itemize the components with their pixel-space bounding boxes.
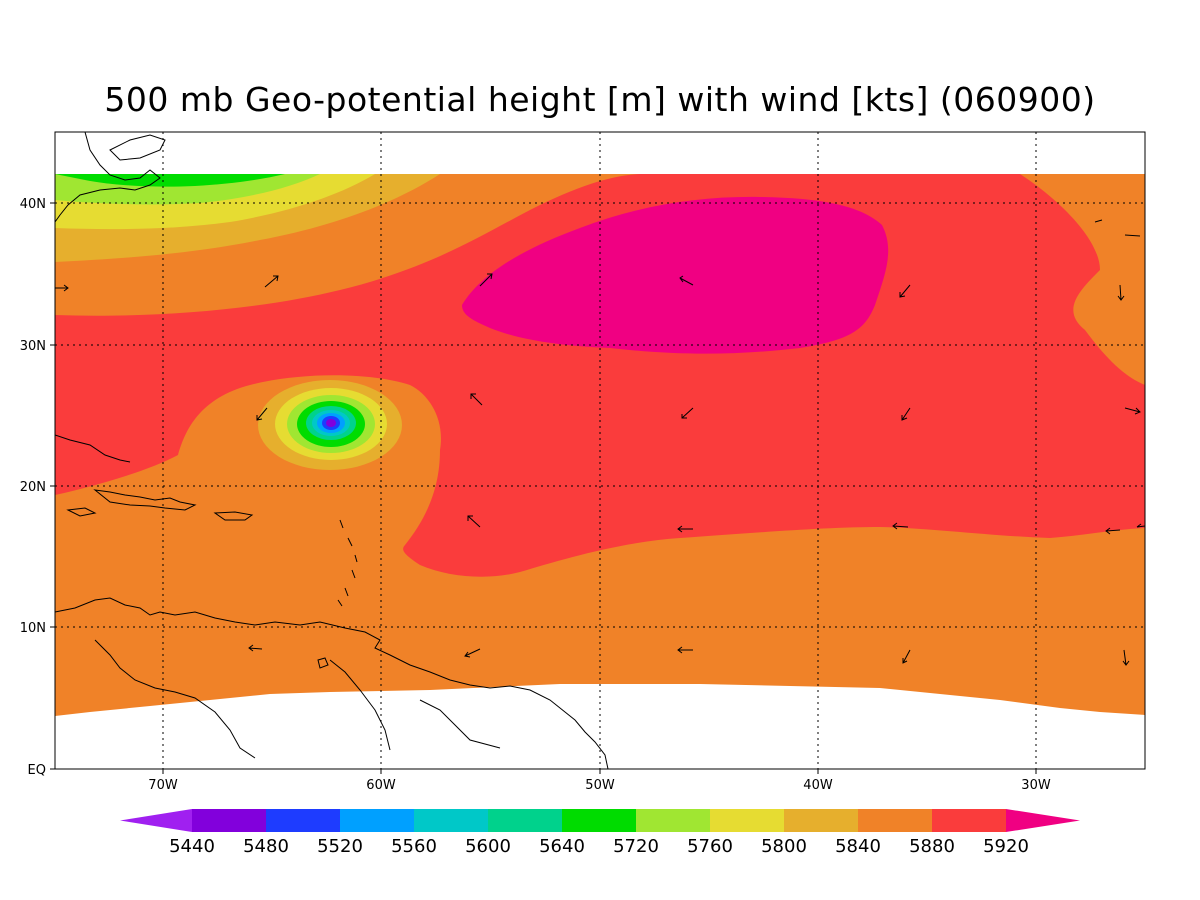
fill-5960-region: [462, 196, 889, 354]
lat-label-20n: 20N: [20, 480, 46, 495]
lon-label-70w: 70W: [148, 778, 178, 793]
wind-arrow: [264, 275, 279, 288]
colorbar-label: 5480: [243, 836, 289, 857]
colorbar-swatch: [710, 809, 784, 832]
lon-label-30w: 30W: [1021, 778, 1051, 793]
colorbar-swatch: [858, 809, 932, 832]
colorbar-swatch: [266, 809, 340, 832]
colorbar-label: 5800: [761, 836, 807, 857]
colorbar-swatch: [340, 809, 414, 832]
wind-arrow: [899, 284, 911, 298]
wind-arrow: [1122, 649, 1130, 666]
wind-arrow: [467, 515, 481, 528]
wind-arrow: [681, 407, 694, 419]
colorbar-swatch: [784, 809, 858, 832]
colorbar-label: 5520: [317, 836, 363, 857]
lat-label-40n: 40N: [20, 197, 46, 212]
wind-arrow: [892, 522, 909, 530]
wind-arrow: [470, 393, 483, 406]
coast-cuba: [55, 434, 131, 463]
map-title: 500 mb Geo-potential height [m] with win…: [104, 80, 1096, 119]
colorbar-label: 5840: [835, 836, 881, 857]
colorbar-label: 5440: [169, 836, 215, 857]
lat-label-10n: 10N: [20, 621, 46, 636]
colorbar-swatch: [562, 809, 636, 832]
wind-arrow: [55, 284, 69, 292]
colorbar-swatch: [932, 809, 1006, 832]
coast-cape-verde: [1094, 219, 1141, 237]
wind-arrow: [677, 646, 693, 654]
fill-low-5480: [326, 419, 336, 427]
wind-arrow: [479, 273, 493, 287]
wind-arrow: [248, 644, 263, 652]
coast-hispaniola: [93, 489, 197, 511]
coast-jamaica: [66, 507, 97, 517]
wind-arrow: [902, 649, 911, 664]
lon-label-60w: 60W: [366, 778, 396, 793]
colorbar-label: 5720: [613, 836, 659, 857]
colorbar-label: 5640: [539, 836, 585, 857]
wind-arrow: [1105, 527, 1121, 535]
lon-label-40w: 40W: [803, 778, 833, 793]
coast-south-america: [55, 597, 609, 769]
colorbar-label: 5600: [465, 836, 511, 857]
wind-arrow: [256, 407, 268, 421]
lat-label-eq: EQ: [28, 763, 46, 778]
coast-inland-border: [94, 639, 501, 759]
wind-arrow: [677, 525, 693, 533]
colorbar-swatch: [192, 809, 266, 832]
colorbar-right-arrow: [1006, 809, 1080, 832]
colorbar-label: 5920: [983, 836, 1029, 857]
fill-5720-band: [55, 174, 285, 187]
colorbar-label: 5760: [687, 836, 733, 857]
lat-label-30n: 30N: [20, 339, 46, 354]
colorbar-label: 5560: [391, 836, 437, 857]
wind-arrow: [679, 275, 694, 286]
colorbar-swatch: [488, 809, 562, 832]
wind-arrow: [901, 407, 911, 421]
latitude-labels: 40N 30N 20N 10N EQ: [20, 197, 46, 778]
colorbar-swatch: [414, 809, 488, 832]
colorbar: 5440 5480 5520 5560 5600 5640 5720 5760 5800 5840…: [120, 809, 1080, 857]
longitude-labels: 70W 60W 50W 40W 30W: [148, 778, 1051, 793]
coast-trinidad: [317, 657, 329, 669]
coast-nova-scotia: [109, 134, 166, 161]
coast-north-america: [55, 132, 161, 223]
colorbar-label: 5880: [909, 836, 955, 857]
coast-lesser-antilles: [337, 519, 358, 607]
colorbar-swatch: [636, 809, 710, 832]
wind-arrow: [464, 648, 481, 658]
tick-marks: [50, 202, 1037, 774]
gridlines: [55, 132, 1145, 769]
lon-label-50w: 50W: [585, 778, 615, 793]
coastlines: [55, 132, 1141, 769]
wind-arrow: [1124, 407, 1141, 415]
wind-arrow: [1117, 284, 1125, 301]
wind-vectors: [55, 273, 1146, 666]
wind-arrow: [1136, 523, 1146, 528]
colorbar-left-arrow: [120, 809, 192, 832]
coast-puerto-rico: [213, 511, 254, 521]
